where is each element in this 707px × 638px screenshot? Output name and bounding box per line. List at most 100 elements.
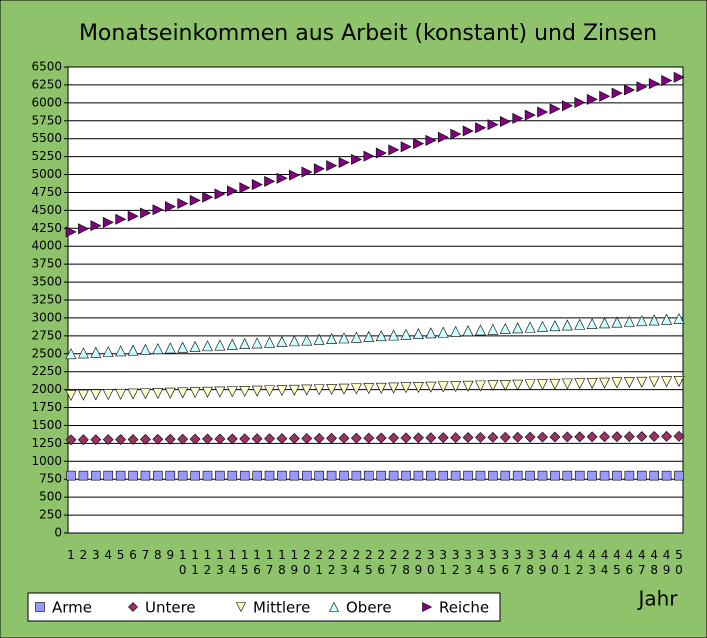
marker [537, 320, 548, 332]
marker [524, 431, 536, 443]
marker [363, 330, 375, 342]
marker [475, 432, 486, 443]
marker [65, 226, 77, 238]
marker [636, 431, 648, 442]
marker [425, 134, 437, 146]
marker [350, 432, 362, 444]
marker [549, 320, 561, 332]
marker [202, 386, 213, 398]
marker [301, 334, 313, 346]
marker [450, 128, 462, 140]
marker [426, 470, 436, 481]
marker [363, 470, 374, 481]
marker [90, 220, 102, 232]
marker [599, 317, 611, 329]
marker [661, 430, 673, 442]
marker [636, 81, 648, 93]
marker [177, 341, 189, 353]
marker [499, 116, 511, 127]
marker [226, 386, 238, 398]
marker [499, 323, 511, 334]
marker [301, 384, 313, 396]
marker [239, 386, 251, 398]
marker [103, 470, 114, 481]
marker [226, 433, 238, 445]
y-tick-label: 5750 [31, 113, 62, 127]
marker [264, 433, 275, 445]
marker [561, 431, 573, 443]
marker [562, 100, 573, 112]
marker [462, 125, 474, 137]
marker [487, 323, 499, 335]
marker [313, 163, 325, 175]
marker [127, 344, 139, 356]
marker [214, 433, 226, 445]
marker [301, 433, 313, 444]
marker [574, 378, 586, 390]
marker [474, 324, 486, 336]
marker [276, 172, 288, 184]
marker [139, 343, 151, 355]
marker [474, 380, 486, 392]
marker [251, 179, 263, 191]
y-tick-label: 750 [39, 472, 62, 486]
marker [115, 434, 127, 445]
marker [189, 340, 201, 352]
marker [574, 470, 585, 481]
marker [326, 333, 338, 345]
marker [102, 216, 114, 228]
x-tick-label: 9 [166, 548, 174, 562]
marker [549, 103, 561, 115]
y-tick-label: 500 [39, 490, 62, 504]
marker [561, 378, 573, 390]
marker [326, 470, 337, 481]
marker [239, 182, 251, 194]
legend-marker [128, 602, 138, 612]
marker [648, 314, 660, 326]
marker [202, 191, 214, 203]
marker [288, 335, 300, 347]
y-tick-label: 3000 [31, 310, 62, 324]
y-tick-label: 1250 [31, 436, 62, 450]
marker [90, 434, 102, 446]
marker [425, 381, 437, 393]
marker [164, 433, 176, 445]
marker [152, 204, 164, 216]
marker [77, 434, 89, 446]
marker [524, 379, 536, 391]
marker [400, 141, 412, 153]
marker [289, 169, 301, 181]
marker [350, 331, 362, 343]
marker [475, 470, 486, 481]
marker [77, 347, 89, 359]
y-tick-label: 6250 [31, 77, 62, 91]
marker [437, 432, 449, 444]
marker [661, 313, 673, 325]
marker [550, 470, 560, 481]
marker [450, 381, 462, 393]
y-tick-label: 1500 [31, 418, 62, 432]
y-tick-label: 4000 [31, 239, 62, 253]
marker [599, 470, 610, 481]
marker [313, 333, 325, 345]
marker [326, 384, 338, 395]
marker [326, 432, 337, 444]
marker [450, 432, 462, 444]
marker [252, 470, 262, 481]
marker [78, 470, 89, 481]
marker [313, 432, 325, 444]
marker [599, 431, 610, 443]
marker [400, 328, 412, 340]
